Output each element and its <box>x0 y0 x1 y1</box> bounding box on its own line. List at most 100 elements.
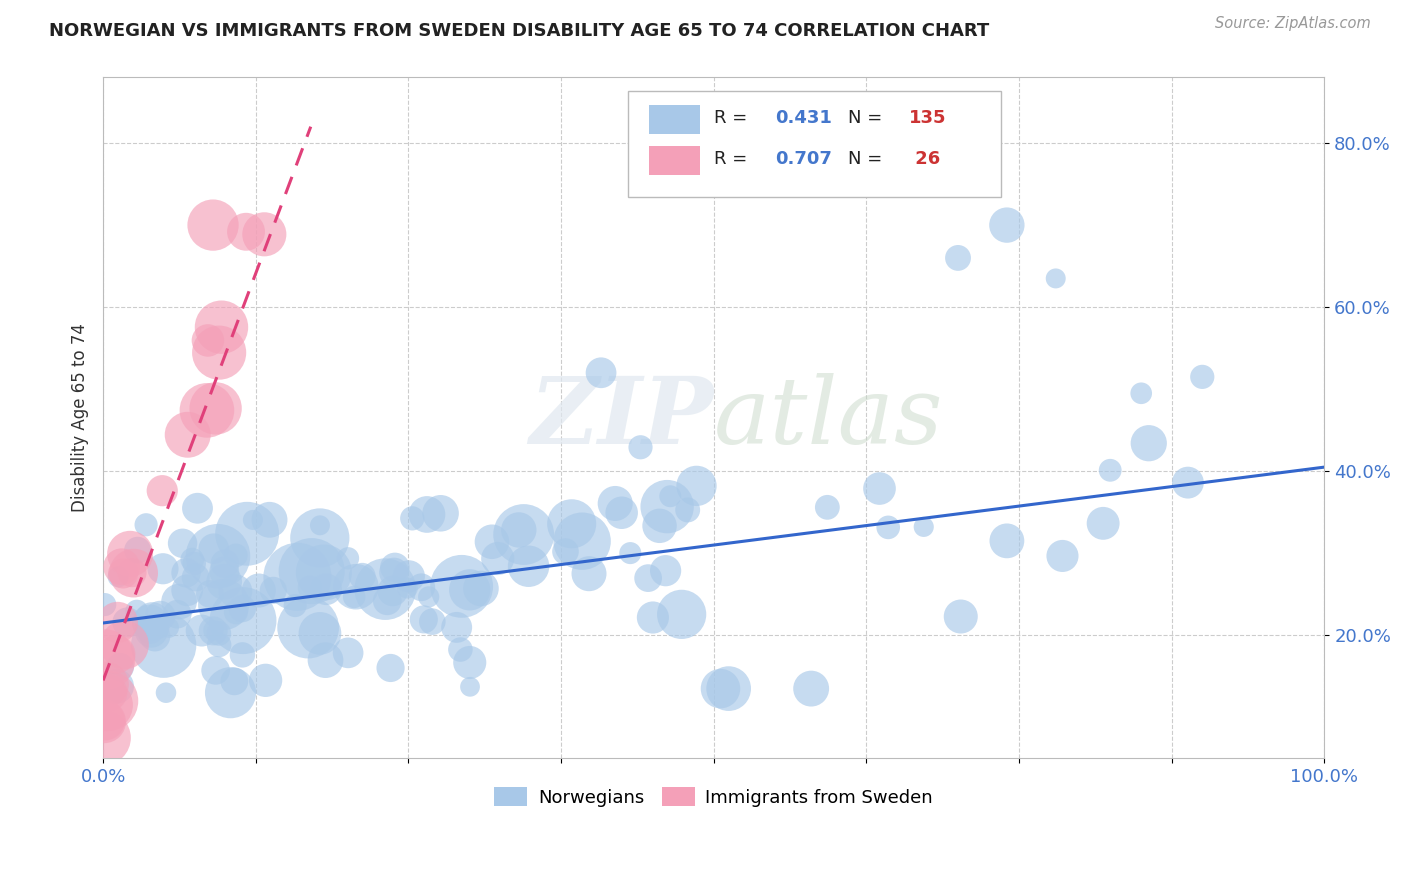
Point <box>207 549 229 564</box>
Point <box>429 506 451 520</box>
Point <box>202 541 225 556</box>
Point <box>298 581 321 595</box>
Point <box>1052 549 1074 563</box>
Point <box>96 698 118 712</box>
Point <box>411 580 433 594</box>
Point <box>671 607 693 622</box>
Point <box>122 566 145 580</box>
Point <box>297 621 319 635</box>
Point <box>374 582 396 596</box>
Point <box>176 583 198 598</box>
Point <box>815 500 838 515</box>
Point <box>877 520 900 534</box>
Point <box>141 613 163 627</box>
Point <box>381 584 404 599</box>
Point <box>995 533 1018 548</box>
Point <box>224 674 246 689</box>
Point <box>139 615 162 630</box>
Point <box>1137 436 1160 450</box>
Point <box>401 511 423 525</box>
Point <box>232 614 254 628</box>
Point <box>648 518 671 533</box>
Point <box>139 623 162 637</box>
Point <box>1130 386 1153 401</box>
Point <box>152 562 174 576</box>
Point <box>1092 516 1115 531</box>
Point <box>470 582 492 596</box>
Point <box>512 527 534 541</box>
Point <box>167 594 190 608</box>
Point <box>578 566 600 581</box>
Point <box>219 686 242 700</box>
Point <box>450 579 472 593</box>
Point <box>458 656 481 670</box>
Point <box>1177 475 1199 490</box>
Point <box>93 714 115 729</box>
Point <box>382 566 405 580</box>
Point <box>190 624 212 638</box>
Point <box>253 227 276 242</box>
Point <box>225 549 247 563</box>
Point <box>202 624 225 638</box>
Point <box>337 646 360 660</box>
Point <box>150 483 173 498</box>
Point <box>204 401 226 416</box>
Point <box>197 334 219 348</box>
Text: R =: R = <box>714 150 752 169</box>
Point <box>709 681 731 696</box>
Text: atlas: atlas <box>714 373 943 463</box>
Point <box>605 496 627 510</box>
Point <box>108 660 131 674</box>
Point <box>343 590 366 604</box>
Point <box>380 661 402 675</box>
Point <box>301 564 323 578</box>
Point <box>654 564 676 578</box>
Point <box>236 526 259 541</box>
Point <box>247 583 270 598</box>
Point <box>172 536 194 550</box>
Text: Source: ZipAtlas.com: Source: ZipAtlas.com <box>1215 16 1371 31</box>
Point <box>717 681 740 696</box>
Point <box>458 680 481 694</box>
Point <box>208 345 231 359</box>
Point <box>212 565 235 579</box>
Text: 26: 26 <box>910 150 941 169</box>
Point <box>93 598 115 612</box>
Point <box>117 615 139 630</box>
Text: ZIP: ZIP <box>530 373 714 463</box>
Point <box>91 731 114 745</box>
Point <box>107 570 129 584</box>
Point <box>315 582 337 597</box>
Point <box>259 513 281 527</box>
Point <box>309 518 332 533</box>
Y-axis label: Disability Age 65 to 74: Disability Age 65 to 74 <box>72 324 89 512</box>
Point <box>1045 271 1067 285</box>
Point <box>312 566 335 580</box>
Point <box>561 516 583 531</box>
Point <box>155 686 177 700</box>
Point <box>619 546 641 560</box>
Point <box>152 638 174 652</box>
Point <box>800 681 823 696</box>
Point <box>111 559 134 574</box>
Point <box>93 653 115 667</box>
Point <box>398 569 420 583</box>
Point <box>143 629 166 643</box>
Point <box>287 570 309 584</box>
Point <box>420 615 443 629</box>
Point <box>352 569 374 583</box>
Point <box>416 508 439 522</box>
FancyBboxPatch shape <box>628 91 1001 196</box>
Text: 135: 135 <box>910 110 946 128</box>
Point <box>183 557 205 571</box>
Point <box>105 679 128 693</box>
Point <box>262 583 284 598</box>
Point <box>284 599 307 613</box>
Point <box>641 610 664 624</box>
Point <box>186 501 208 516</box>
Point <box>157 621 180 635</box>
Point <box>486 551 509 566</box>
Point <box>242 513 264 527</box>
Bar <box>650 105 700 134</box>
Text: N =: N = <box>848 150 883 169</box>
